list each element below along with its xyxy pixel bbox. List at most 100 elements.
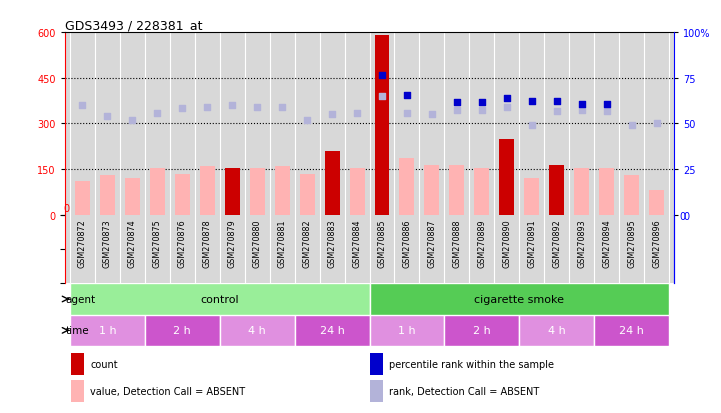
Bar [425,165,439,215]
Text: GSM270882: GSM270882 [303,218,311,267]
Bar [350,168,365,215]
Bar [624,176,640,215]
Bar [324,165,340,215]
Point [201,104,213,111]
Text: agent: agent [66,294,95,304]
Point [576,101,588,108]
Point [651,121,663,128]
Point [177,106,188,112]
Point [252,104,263,111]
Bar [275,167,290,215]
Point [576,107,588,114]
Bar [374,159,389,215]
Text: GSM270885: GSM270885 [378,218,386,267]
Bar [71,380,84,402]
Text: 24 h: 24 h [319,325,345,335]
Point [551,109,562,115]
Text: GSM270891: GSM270891 [527,218,536,267]
Text: GSM270884: GSM270884 [353,218,361,267]
Bar [324,152,340,215]
Point [276,104,288,111]
Bar [500,165,514,215]
Point [601,109,612,115]
Text: GSM270876: GSM270876 [178,218,187,267]
Bar [500,139,514,215]
Bar [594,315,669,346]
Text: 4 h: 4 h [248,325,266,335]
Text: 2 h: 2 h [473,325,491,335]
Point [426,112,438,119]
Bar [444,315,519,346]
Point [102,113,113,120]
Bar [70,315,145,346]
Point [376,93,388,100]
Bar [249,168,265,215]
Point [151,110,163,117]
Bar [549,167,565,215]
Point [551,98,562,104]
Text: 0: 0 [63,204,70,214]
Bar [150,168,165,215]
Text: GSM270894: GSM270894 [602,218,611,267]
Text: value, Detection Call = ABSENT: value, Detection Call = ABSENT [90,386,246,396]
Point [501,104,513,111]
Point [451,107,463,114]
Point [626,122,637,129]
Text: count: count [90,359,118,369]
Text: control: control [200,294,239,304]
Bar [399,159,415,215]
Bar [649,191,664,215]
Bar [599,168,614,215]
Point [476,107,487,114]
Text: GSM270888: GSM270888 [452,218,461,267]
Point [351,110,363,117]
Bar [200,167,215,215]
Text: GSM270896: GSM270896 [653,218,661,267]
Point [127,118,138,124]
Point [327,112,338,119]
Point [601,101,612,108]
Bar [125,179,140,215]
Bar [71,353,84,375]
Point [226,102,238,109]
Text: GDS3493 / 228381_at: GDS3493 / 228381_at [65,19,203,32]
Bar [549,165,565,215]
Text: rank, Detection Call = ABSENT: rank, Detection Call = ABSENT [389,386,539,396]
Point [476,100,487,106]
Bar [145,315,220,346]
Bar [369,380,383,402]
Text: GSM270886: GSM270886 [402,218,412,267]
Point [401,110,412,117]
Bar [225,168,239,215]
Point [526,122,538,129]
Bar [369,353,383,375]
Text: 1 h: 1 h [398,325,416,335]
Point [301,118,313,124]
Text: GSM270879: GSM270879 [228,218,236,267]
Text: GSM270887: GSM270887 [428,218,436,267]
Text: GSM270890: GSM270890 [503,218,511,267]
Text: GSM270873: GSM270873 [103,218,112,267]
Bar [519,315,594,346]
Bar [75,182,90,215]
Point [451,100,463,106]
Point [501,95,513,102]
Bar [300,174,314,215]
Point [526,98,538,104]
Text: GSM270875: GSM270875 [153,218,162,267]
Point [401,92,412,99]
Bar [524,179,539,215]
Text: GSM270883: GSM270883 [327,218,337,267]
Text: 1 h: 1 h [99,325,116,335]
Text: GSM270878: GSM270878 [203,218,212,267]
Point [76,102,88,109]
Point [376,72,388,79]
Text: GSM270874: GSM270874 [128,218,137,267]
Text: 2 h: 2 h [173,325,191,335]
Bar [295,315,369,346]
Bar [474,168,490,215]
Text: 24 h: 24 h [619,325,644,335]
Text: GSM270881: GSM270881 [278,218,287,267]
Bar [99,176,115,215]
Text: percentile rank within the sample: percentile rank within the sample [389,359,554,369]
